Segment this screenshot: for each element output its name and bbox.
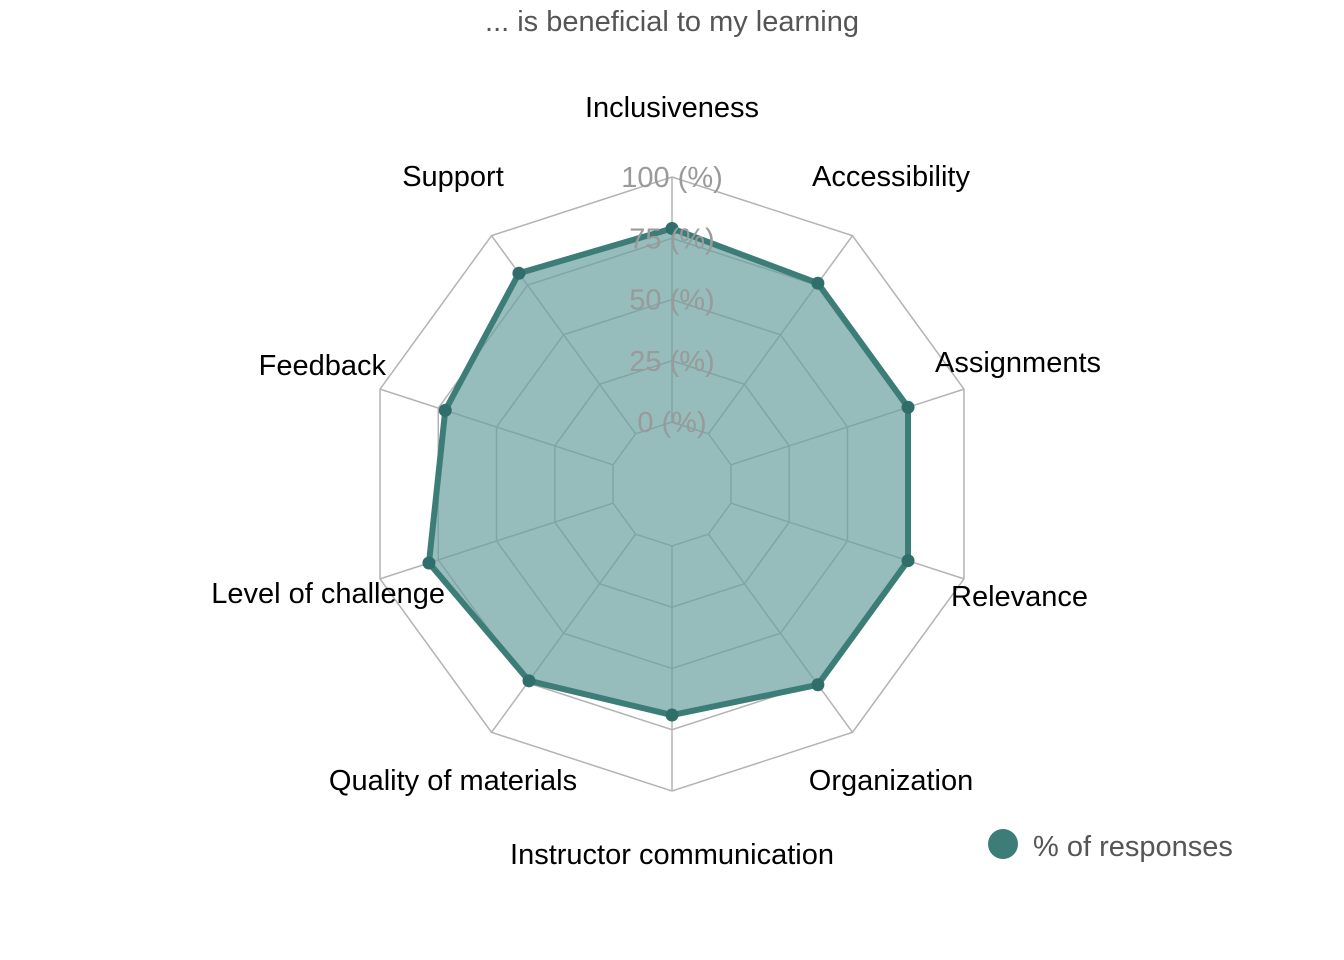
- series-layer: [422, 221, 915, 722]
- data-point-level-of-challenge: [422, 556, 436, 570]
- data-point-inclusiveness: [665, 221, 679, 235]
- tick-label-25: 25 (%): [629, 346, 714, 378]
- data-point-instructor-communication: [665, 708, 679, 722]
- data-point-accessibility: [811, 276, 825, 290]
- tick-label-100: 100 (%): [621, 162, 723, 194]
- legend-label-percent-of-responses: % of responses: [1033, 831, 1233, 863]
- category-label-support: Support: [402, 161, 504, 193]
- category-label-organization: Organization: [809, 765, 973, 797]
- radial-tick-labels: 0 (%) 25 (%) 50 (%) 75 (%) 100 (%): [621, 162, 723, 439]
- data-point-assignments: [901, 400, 915, 414]
- category-label-inclusiveness: Inclusiveness: [585, 92, 759, 124]
- data-point-organization: [811, 678, 825, 692]
- category-label-relevance: Relevance: [951, 581, 1088, 613]
- category-label-feedback: Feedback: [259, 350, 387, 382]
- category-label-instructor-communication: Instructor communication: [510, 839, 834, 871]
- data-point-feedback: [438, 403, 452, 417]
- category-label-quality-of-materials: Quality of materials: [329, 765, 577, 797]
- tick-label-75: 75 (%): [629, 223, 714, 255]
- category-label-assignments: Assignments: [935, 347, 1101, 379]
- data-point-relevance: [901, 554, 915, 568]
- data-point-support: [512, 266, 526, 280]
- legend: % of responses: [988, 829, 1233, 863]
- tick-label-50: 50 (%): [629, 285, 714, 317]
- category-labels: Inclusiveness Accessibility Assignments Rel…: [211, 92, 1101, 871]
- category-label-accessibility: Accessibility: [812, 161, 970, 193]
- tick-label-0: 0 (%): [637, 407, 706, 439]
- legend-swatch: [988, 829, 1018, 859]
- chart-title: ... is beneficial to my learning: [485, 6, 859, 38]
- category-label-level-of-challenge: Level of challenge: [211, 578, 445, 610]
- data-point-quality-of-materials: [522, 674, 536, 688]
